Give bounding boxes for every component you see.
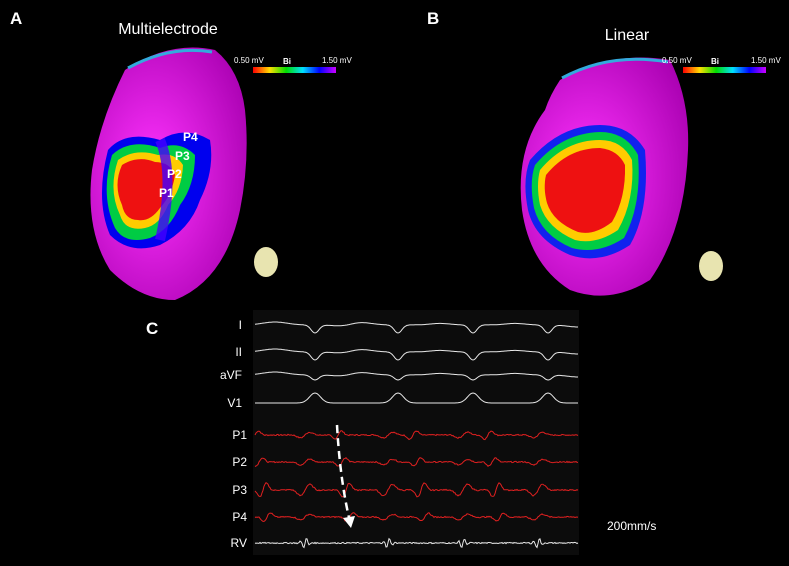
trace	[255, 392, 578, 404]
colorbar	[683, 67, 766, 73]
trace	[254, 482, 579, 498]
panel-label: C	[146, 319, 158, 338]
point-label: P4	[183, 130, 198, 144]
trace	[254, 457, 578, 468]
lead-label: V1	[227, 396, 242, 410]
lead-label: P4	[232, 510, 247, 524]
lead-label: aVF	[220, 368, 242, 382]
lead-label: RV	[231, 536, 247, 550]
colorbar-name: Bi	[283, 57, 291, 66]
colorbar-min: 0.50 mV	[234, 56, 264, 65]
trace	[254, 537, 579, 549]
panel-label: B	[427, 9, 439, 28]
panel-title: Linear	[605, 27, 650, 44]
point-label: P1	[159, 186, 174, 200]
lead-label: P3	[232, 483, 247, 497]
point-label: P2	[167, 167, 182, 181]
arrow-head	[343, 516, 355, 528]
colorbar	[253, 67, 336, 73]
trace	[254, 430, 579, 441]
panel-title: Multielectrode	[118, 21, 218, 38]
trace	[254, 348, 578, 361]
colorbar-name: Bi	[711, 57, 719, 66]
trace	[254, 512, 579, 523]
colorbar-max: 1.50 mV	[751, 56, 781, 65]
sweep-speed: 200mm/s	[607, 519, 656, 533]
trace	[254, 321, 578, 334]
trace	[254, 371, 578, 381]
heart-icon	[699, 251, 723, 281]
panel-label: A	[10, 9, 22, 28]
colorbar-min: 0.50 mV	[662, 56, 692, 65]
point-label: P3	[175, 149, 190, 163]
map-a	[90, 47, 247, 300]
heart-icon	[254, 247, 278, 277]
lead-label: P1	[232, 428, 247, 442]
lead-label: P2	[232, 455, 247, 469]
colorbar-max: 1.50 mV	[322, 56, 352, 65]
lead-label: II	[235, 345, 242, 359]
map-b	[520, 57, 689, 296]
lead-label: I	[239, 318, 242, 332]
